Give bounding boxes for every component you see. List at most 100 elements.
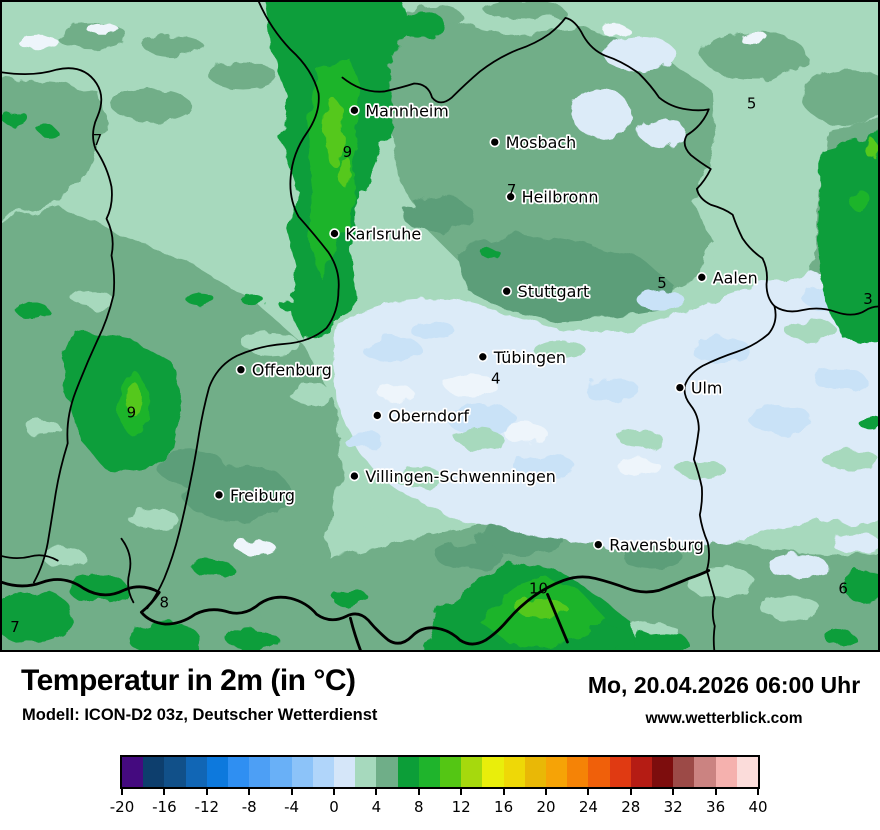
legend-tick-label: 40 [748, 798, 768, 816]
map-region-paleblue [332, 35, 878, 579]
temperature-value-label: 10 [529, 579, 548, 597]
legend-tick [460, 789, 463, 795]
legend-cell [334, 757, 356, 787]
city-label: Karlsruhe [345, 225, 421, 244]
legend-cell [609, 757, 631, 787]
legend-cell [736, 757, 759, 787]
temperature-legend: -20 -16 -12 -8 -4 0 4 8 12 16 20 24 28 32 36 40 [110, 755, 768, 825]
city-dot-oberndorf [372, 410, 383, 421]
legend-cell [630, 757, 653, 787]
city-label: Aalen [713, 268, 758, 287]
legend-cell [143, 757, 165, 787]
legend-tick [757, 789, 759, 795]
temperature-map-canvas: Mannheim Mosbach Heilbronn Karlsruhe Stuttga… [2, 2, 878, 650]
legend-tick [248, 789, 251, 795]
legend-cell [440, 757, 462, 787]
legend-tick-label: -4 [284, 798, 300, 816]
map-labels-layer: Mannheim Mosbach Heilbronn Karlsruhe Stuttga… [10, 94, 873, 636]
legend-cell [482, 757, 504, 787]
city-label: Villingen-Schwenningen [365, 467, 555, 486]
page-title: Temperatur in 2m (in °C) [21, 664, 356, 697]
website-link: www.wetterblick.com [645, 710, 803, 727]
temperature-value-label: 5 [747, 94, 756, 112]
legend-tick-label: 28 [621, 798, 641, 816]
legend-cell [376, 757, 398, 787]
city-dot-mosbach [489, 136, 501, 148]
city-label: Ulm [691, 379, 723, 398]
legend-cell [461, 757, 483, 787]
legend-cell [715, 757, 737, 787]
legend-tick [502, 789, 505, 795]
legend-cell [418, 757, 441, 787]
legend-tick [375, 789, 378, 795]
legend-cell [228, 757, 250, 787]
city-dot-freiburg [213, 489, 225, 501]
city-label: Heilbronn [522, 188, 599, 207]
legend-tick [121, 789, 123, 795]
legend-tick-label: -8 [241, 798, 257, 816]
legend-tick-label: 0 [329, 798, 339, 816]
legend-tick [672, 789, 675, 795]
map-region-lightgreen [127, 99, 877, 618]
legend-cell [524, 757, 547, 787]
legend-cell [673, 757, 695, 787]
map-region-darkseagreen [157, 197, 684, 571]
state-borders [2, 2, 878, 650]
city-label: Ravensburg [609, 536, 704, 555]
legend-tick [629, 789, 632, 795]
city-dot-ulm [674, 382, 686, 393]
legend-cell [206, 757, 229, 787]
legend-tick-label: 12 [451, 798, 471, 816]
temperature-value-label: 6 [838, 579, 847, 597]
temperature-value-label: 8 [160, 593, 169, 611]
city-label: Mosbach [506, 133, 576, 152]
legend-tick-label: -16 [152, 798, 177, 816]
legend-colorbar [120, 755, 760, 789]
city-label: Mannheim [365, 101, 448, 120]
model-info: Modell: ICON-D2 03z, Deutscher Wetterdie… [22, 706, 378, 724]
legend-cell [355, 757, 377, 787]
temperature-value-label: 7 [93, 131, 102, 149]
legend-tick [587, 789, 590, 795]
legend-tick [163, 789, 166, 795]
legend-cell [270, 757, 292, 787]
legend-tick-label: 32 [663, 798, 683, 816]
city-dot-heilbronn [505, 191, 516, 203]
map-region-mint-patches [25, 250, 878, 643]
legend-cell [397, 757, 419, 787]
temperature-value-label: 9 [127, 403, 136, 421]
weather-map: Mannheim Mosbach Heilbronn Karlsruhe Stuttga… [0, 0, 880, 652]
legend-cell [249, 757, 271, 787]
temperature-value-label: 7 [507, 181, 516, 199]
legend-tick-label: 16 [494, 798, 514, 816]
city-dot-offenburg [235, 364, 247, 375]
temperature-value-label: 7 [10, 618, 19, 636]
city-dot-villingen-schwenningen [349, 470, 360, 482]
temperature-value-label: 5 [657, 274, 666, 292]
legend-cell [588, 757, 610, 787]
city-label: Offenburg [252, 361, 332, 380]
temperature-value-label: 9 [343, 143, 352, 161]
legend-cell [185, 757, 207, 787]
legend-cell [694, 757, 716, 787]
legend-cell [652, 757, 674, 787]
city-dot-stuttgart [501, 285, 512, 297]
legend-tick-label: -12 [194, 798, 220, 816]
temperature-value-label: 4 [491, 370, 500, 388]
map-footer: Temperatur in 2m (in °C) Modell: ICON-D2… [0, 652, 880, 830]
city-label: Oberndorf [388, 406, 469, 425]
legend-tick-label: -20 [109, 798, 135, 816]
legend-cell [567, 757, 589, 787]
country-border-south [2, 569, 711, 650]
legend-tick [417, 789, 420, 795]
city-label: Freiburg [230, 486, 295, 505]
legend-tick [333, 789, 335, 795]
city-label: Tübingen [493, 348, 566, 367]
footer-right-block: Mo, 20.04.2026 06:00 Uhr www.wetterblick… [578, 652, 870, 742]
legend-cell [122, 757, 144, 787]
legend-cell [291, 757, 313, 787]
legend-cell [546, 757, 568, 787]
legend-cell [503, 757, 525, 787]
city-dot-aalen [696, 272, 708, 283]
legend-tick-label: 8 [414, 798, 424, 816]
